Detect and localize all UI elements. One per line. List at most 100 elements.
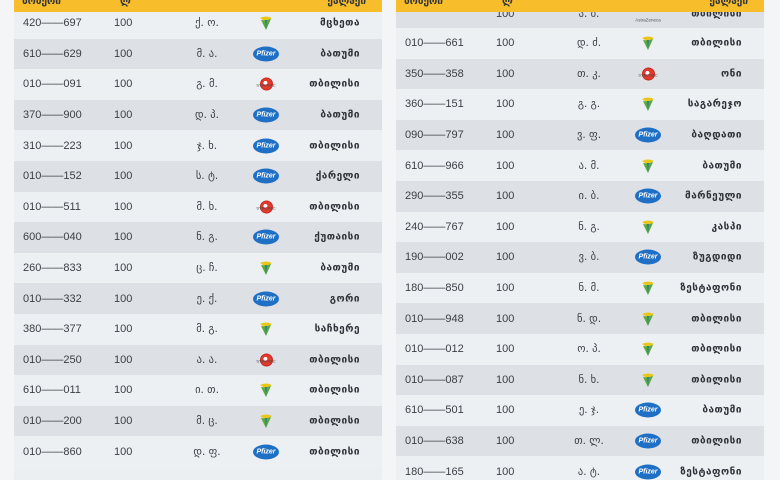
- row-count: 100: [114, 384, 133, 397]
- row-count: 100: [496, 67, 515, 80]
- row-number: 600——040: [23, 231, 82, 244]
- table-row[interactable]: 420——697 100 ქ. ო. მცხეთა: [14, 8, 382, 39]
- header-col2-label: ლ: [120, 0, 131, 7]
- row-number: 010——511: [23, 200, 81, 213]
- row-initials: ვ. ბ.: [578, 251, 600, 264]
- vaccine-logo: [246, 257, 286, 279]
- table-row[interactable]: 010——661 100 დ. ძ. თბილისი: [396, 28, 764, 59]
- table-row[interactable]: 010——091 100 გ. მ. SYNOVAC თბილისი: [14, 69, 382, 100]
- row-count: 100: [496, 435, 515, 448]
- vaccine-logo: [628, 277, 668, 299]
- table-row[interactable]: 180——165 100 ა. ტ. Pfizer ზესტაფონი: [396, 456, 764, 480]
- row-number: 010——332: [23, 292, 82, 305]
- pfizer-icon: Pfizer: [253, 444, 279, 460]
- table-row[interactable]: 360——151 100 გ. გ. საგარეჯო: [396, 89, 764, 120]
- row-initials: ჯ. ხ.: [196, 139, 218, 152]
- left-table-header: ნომერი ლ ქალაქი: [14, 0, 382, 12]
- table-row[interactable]: 010——948 100 ნ. დ. თბილისი: [396, 303, 764, 334]
- row-city: მარნეული: [685, 190, 742, 202]
- row-city: ბათუმი: [320, 262, 360, 274]
- table-row[interactable]: 010——152 100 ს. ტ. Pfizer ქარელი: [14, 160, 382, 192]
- vaccine-logo: SYNOVAC: [246, 196, 286, 218]
- row-initials: მ. გ.: [196, 323, 218, 336]
- right-list-panel[interactable]: ნომერი ლ ქალაქი 100 ა. ბ. AstraZeneca თბ…: [396, 0, 764, 480]
- vaccine-logo: Pfizer: [246, 288, 286, 310]
- table-row[interactable]: 600——040 100 ნ. გ. Pfizer ქუთაისი: [14, 222, 382, 253]
- pfizer-icon: Pfizer: [253, 107, 279, 123]
- row-count: 100: [496, 312, 515, 325]
- table-row[interactable]: 350——358 100 თ. კ. SYNOVAC ონი: [396, 58, 764, 90]
- table-row[interactable]: 010——200 100 მ. ც. თბილისი: [14, 405, 382, 437]
- row-count: 100: [114, 139, 133, 152]
- row-count: 100: [114, 47, 133, 60]
- table-row[interactable]: 610——501 100 ე. ჯ. Pfizer ბათუმი: [396, 395, 764, 426]
- table-row[interactable]: 310——223 100 ჯ. ხ. Pfizer თბილისი: [14, 130, 382, 161]
- row-count: 100: [114, 109, 133, 122]
- astrazeneca-icon: [641, 311, 655, 327]
- table-row[interactable]: 610——011 100 ი. თ. თბილისი: [14, 375, 382, 406]
- table-row[interactable]: 260——833 100 ც. ჩ. ბათუმი: [14, 252, 382, 284]
- row-city: თბილისი: [309, 354, 360, 366]
- row-city: ბათუმი: [702, 160, 742, 172]
- sinovac-mark: [641, 67, 655, 81]
- astrazeneca-mark: [642, 159, 654, 173]
- vaccine-logo: Pfizer: [246, 135, 286, 157]
- table-row[interactable]: 240——767 100 ნ. გ. კასპი: [396, 211, 764, 243]
- table-row[interactable]: 090——797 100 ვ. ფ. Pfizer ბაღდათი: [396, 119, 764, 151]
- row-city: თბილისი: [691, 313, 742, 325]
- row-count: 100: [114, 170, 133, 183]
- header-city-label: ქალაქი: [327, 0, 366, 7]
- astrazeneca-mark: [260, 16, 272, 31]
- table-row[interactable]: 290——355 100 ი. ბ. Pfizer მარნეული: [396, 180, 764, 212]
- table-row[interactable]: 010——250 100 ა. ა. SYNOVAC თბილისი: [14, 344, 382, 376]
- right-table-body: 010——661 100 დ. ძ. თბილისი 350——358 100 თ. კ. S…: [396, 28, 764, 480]
- row-initials: თ. კ.: [577, 67, 601, 80]
- table-row[interactable]: 010——860 100 დ. ფ. Pfizer თბილისი: [14, 436, 382, 467]
- row-number: 380——377: [23, 323, 82, 336]
- row-initials: დ. პ.: [195, 109, 219, 122]
- row-count: 100: [496, 282, 515, 295]
- row-count: 100: [114, 415, 133, 428]
- row-number: 610——629: [23, 47, 82, 60]
- pfizer-icon: Pfizer: [635, 402, 661, 418]
- row-initials: ა. მ.: [578, 159, 600, 172]
- row-number: 010——012: [405, 343, 464, 356]
- astrazeneca-mark: [642, 36, 654, 51]
- table-row[interactable]: 610——966 100 ა. მ. ბათუმი: [396, 150, 764, 181]
- table-row[interactable]: 380——377 100 მ. გ. საჩხერე: [14, 313, 382, 345]
- pfizer-icon: Pfizer: [635, 249, 661, 265]
- astrazeneca-mark: [642, 312, 654, 326]
- table-row[interactable]: 190——002 100 ვ. ბ. Pfizer ზუგდიდი: [396, 242, 764, 273]
- sinovac-label: SYNOVAC: [638, 72, 658, 78]
- table-row[interactable]: 180——850 100 ნ. მ. ზესტაფონი: [396, 272, 764, 304]
- sinovac-mark: [259, 353, 273, 367]
- row-city: თბილისი: [309, 446, 360, 458]
- row-city: მცხეთა: [320, 17, 360, 29]
- table-row[interactable]: 010——638 100 თ. ლ. Pfizer თბილისი: [396, 425, 764, 457]
- table-row[interactable]: 010——087 100 ნ. ხ. თბილისი: [396, 364, 764, 396]
- vaccine-logo: [246, 12, 286, 34]
- vaccine-logo: [246, 379, 286, 401]
- row-city: ქუთაისი: [314, 231, 360, 243]
- table-row[interactable]: 370——900 100 დ. პ. Pfizer ბათუმი: [14, 99, 382, 131]
- row-number: 010——152: [23, 170, 82, 183]
- vaccine-logo: [628, 308, 668, 330]
- pfizer-icon: Pfizer: [253, 291, 279, 307]
- table-row[interactable]: 610——629 100 მ. ა. Pfizer ბათუმი: [14, 38, 382, 70]
- vaccine-logo: Pfizer: [628, 124, 668, 146]
- row-count: 100: [496, 98, 515, 111]
- row-initials: ო. პ.: [577, 343, 601, 356]
- row-count: 100: [496, 190, 515, 203]
- row-count: 100: [114, 445, 133, 458]
- vaccine-logo: [628, 369, 668, 391]
- row-number: 010——860: [23, 445, 82, 458]
- sinovac-mark: [259, 77, 273, 91]
- row-number: 610——011: [23, 384, 81, 397]
- table-row[interactable]: 010——012 100 ო. პ. თბილისი: [396, 333, 764, 365]
- row-count: 100: [114, 231, 133, 244]
- astrazeneca-icon: [259, 321, 273, 337]
- table-row[interactable]: 010——511 100 მ. ხ. SYNOVAC თბილისი: [14, 191, 382, 223]
- row-count: 100: [496, 159, 515, 172]
- table-row[interactable]: 010——332 100 ე. ქ. Pfizer გორი: [14, 283, 382, 314]
- left-list-panel[interactable]: ნომერი ლ ქალაქი 420——697 100 ქ. ო. მცხეთა 61…: [14, 0, 382, 480]
